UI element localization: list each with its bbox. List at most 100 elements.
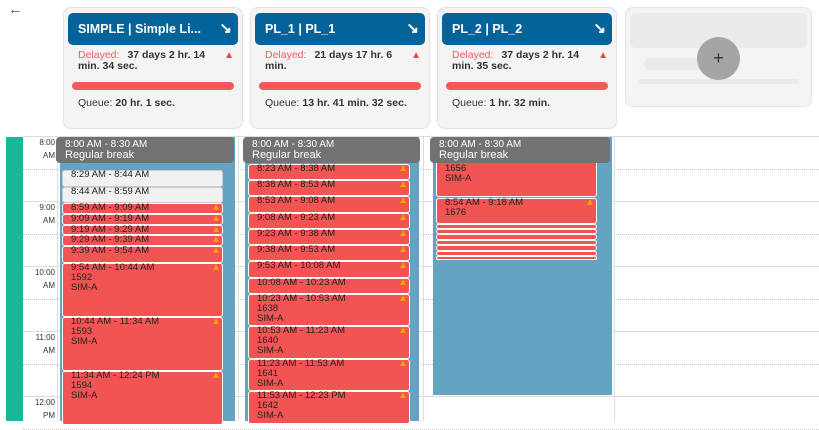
break-block[interactable]: 8:00 AM - 8:30 AM Regular break: [243, 137, 420, 163]
event-time: 10:53 AM - 11:23 AM: [257, 326, 346, 337]
delayed-label: Delayed:: [452, 49, 494, 61]
queue-value: 1 hr. 32 min.: [489, 97, 551, 109]
warning-icon: ▲: [398, 261, 408, 272]
event-time: 11:53 AM - 12:23 PM: [257, 391, 346, 402]
hour-label: 8:00 AM: [39, 138, 55, 160]
event-time: 8:54 AM - 9:18 AM: [445, 197, 524, 208]
break-block[interactable]: 8:00 AM - 8:30 AM Regular break: [56, 137, 234, 163]
event-time: 10:08 AM - 10:23 AM: [257, 277, 346, 288]
order-event[interactable]: 10:08 AM - 10:23 AM ▲: [248, 277, 410, 294]
order-event[interactable]: 9:19 AM - 9:29 AM ▲: [62, 224, 223, 236]
warning-icon: ▲: [211, 213, 221, 224]
add-button[interactable]: +: [697, 37, 740, 80]
event-time: 9:19 AM - 9:29 AM: [71, 224, 150, 235]
order-event[interactable]: [436, 228, 597, 235]
event-time: 10:44 AM - 11:34 AM: [71, 316, 160, 327]
event-order-id: 1593: [71, 325, 93, 337]
queue-info: Queue: 20 hr. 1 sec.: [78, 98, 228, 109]
warning-icon: ▲: [211, 316, 221, 327]
order-event[interactable]: 8:44 AM - 8:59 AM: [62, 186, 223, 203]
warning-icon: ▲: [398, 391, 408, 402]
column-divider: [238, 137, 239, 421]
order-event[interactable]: 10:23 AM - 10:53 AM 1638 SIM-A ▲: [248, 293, 410, 327]
order-event[interactable]: 11:34 AM - 12:24 PM 1594 SIM-A ▲: [62, 370, 223, 425]
event-order-id: 1640: [257, 335, 279, 347]
delay-info: Delayed: 21 days 17 hr. 6 min.: [265, 50, 409, 72]
event-time: 9:39 AM - 9:54 AM: [71, 246, 150, 257]
production-line-card: PL_1 | PL_1 ↘ Delayed: 21 days 17 hr. 6 mi…: [250, 7, 430, 129]
order-event[interactable]: 8:23 AM - 8:38 AM ▲: [248, 163, 410, 181]
order-event[interactable]: [436, 223, 597, 229]
break-label: Regular break: [252, 149, 322, 161]
queue-value: 13 hr. 41 min. 32 sec.: [302, 97, 407, 109]
order-event[interactable]: 9:38 AM - 9:53 AM ▲: [248, 245, 410, 262]
card-header[interactable]: PL_1 | PL_1 ↘: [255, 13, 425, 45]
order-event[interactable]: 9:08 AM - 9:23 AM ▲: [248, 212, 410, 229]
progress-bar: [72, 82, 234, 90]
event-resource: SIM-A: [71, 335, 98, 347]
order-event[interactable]: [436, 234, 597, 240]
half-hour-line: [23, 364, 819, 365]
hour-label: 9:00 AM: [39, 203, 55, 225]
order-event[interactable]: 9:54 AM - 10:44 AM 1592 SIM-A ▲: [62, 262, 223, 317]
order-event[interactable]: [436, 256, 597, 261]
expand-arrow-icon[interactable]: ↘: [406, 20, 419, 37]
order-event[interactable]: [436, 245, 597, 251]
order-event[interactable]: 9:23 AM - 9:38 AM ▲: [248, 228, 410, 246]
warning-icon: ▲: [211, 235, 221, 246]
warning-icon: ▲: [224, 50, 234, 61]
warning-icon: ▲: [398, 228, 408, 239]
event-time: 11:34 AM - 12:24 PM: [71, 370, 160, 381]
event-order-id: 1656: [445, 163, 467, 175]
order-event[interactable]: [436, 250, 597, 256]
back-arrow-icon[interactable]: ←: [8, 1, 23, 18]
delayed-label: Delayed:: [265, 49, 307, 61]
order-event[interactable]: 10:53 AM - 11:23 AM 1640 SIM-A ▲: [248, 326, 410, 359]
warning-icon: ▲: [398, 277, 408, 288]
event-order-id: 1638: [257, 302, 279, 314]
timeline-indicator: [6, 137, 23, 421]
break-block[interactable]: 8:00 AM - 8:30 AM Regular break: [430, 137, 610, 163]
hour-line: [23, 331, 819, 332]
event-resource: SIM-A: [445, 173, 472, 185]
order-event[interactable]: 9:53 AM - 10:08 AM ▲: [248, 261, 410, 278]
order-event[interactable]: [436, 239, 597, 246]
event-order-id: 1641: [257, 367, 279, 379]
card-title: PL_1 | PL_1: [265, 22, 336, 36]
order-event[interactable]: 11:53 AM - 12:23 PM 1642 SIM-A ▲: [248, 391, 410, 424]
event-time: 9:53 AM - 10:08 AM: [257, 261, 341, 272]
order-event[interactable]: 11:23 AM - 11:53 AM 1641 SIM-A ▲: [248, 358, 410, 392]
order-event[interactable]: 8:59 AM - 9:09 AM ▲: [62, 202, 223, 214]
break-time: 8:00 AM - 8:30 AM: [439, 139, 522, 150]
progress-bar: [446, 82, 608, 90]
warning-icon: ▲: [598, 50, 608, 61]
card-header[interactable]: SIMPLE | Simple Li... ↘: [68, 13, 238, 45]
warning-icon: ▲: [398, 180, 408, 191]
card-header[interactable]: PL_2 | PL_2 ↘: [442, 13, 612, 45]
queue-info: Queue: 1 hr. 32 min.: [452, 98, 602, 109]
event-time: 10:23 AM - 10:53 AM: [257, 293, 346, 304]
warning-icon: ▲: [211, 246, 221, 257]
order-event[interactable]: 8:38 AM - 8:53 AM ▲: [248, 180, 410, 197]
order-event[interactable]: 10:44 AM - 11:34 AM 1593 SIM-A ▲: [62, 316, 223, 371]
event-resource: SIM-A: [257, 377, 284, 389]
warning-icon: ▲: [211, 224, 221, 235]
progress-bar: [259, 82, 421, 90]
event-order-id: 1594: [71, 379, 93, 391]
order-event[interactable]: 9:39 AM - 9:54 AM ▲: [62, 246, 223, 263]
event-time: 8:59 AM - 9:09 AM: [71, 202, 150, 213]
event-time: 8:23 AM - 8:38 AM: [257, 163, 336, 174]
hour-line: [23, 266, 819, 267]
queue-label: Queue:: [78, 97, 113, 109]
order-event[interactable]: 9:29 AM - 9:39 AM ▲: [62, 235, 223, 247]
order-event[interactable]: 8:53 AM - 9:08 AM ▲: [248, 196, 410, 213]
order-event[interactable]: 9:09 AM - 9:19 AM ▲: [62, 213, 223, 225]
order-event[interactable]: 8:54 AM - 9:18 AM 1676 ▲: [436, 197, 597, 224]
expand-arrow-icon[interactable]: ↘: [593, 20, 606, 37]
delayed-value: 37 days 2 hr. 14 min. 35 sec.: [452, 49, 580, 72]
expand-arrow-icon[interactable]: ↘: [219, 20, 232, 37]
delayed-value: 21 days 17 hr. 6 min.: [265, 49, 393, 72]
order-event[interactable]: 8:29 AM - 8:44 AM: [62, 170, 223, 187]
event-time: 11:23 AM - 11:53 AM: [257, 358, 345, 369]
card-title: SIMPLE | Simple Li...: [78, 22, 201, 36]
